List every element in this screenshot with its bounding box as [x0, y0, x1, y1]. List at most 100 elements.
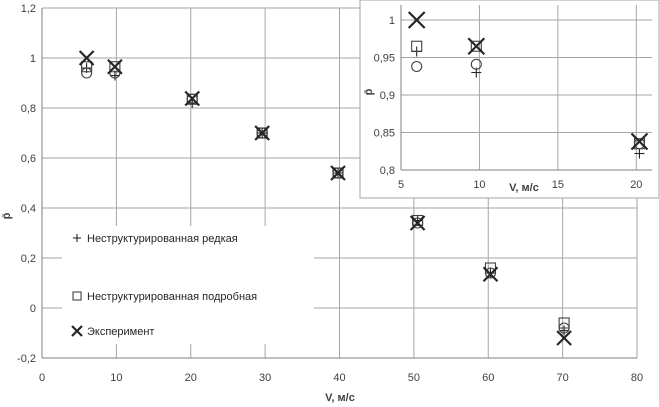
y-tick-label: 1 — [389, 15, 395, 27]
legend-background — [62, 226, 314, 344]
y-tick-label: 0,6 — [21, 153, 36, 165]
x-stroke-2 — [107, 58, 123, 75]
x-tick-label: 30 — [259, 372, 271, 384]
legend-label: Неструктурированная редкая — [87, 233, 238, 245]
x-tick-label: 10 — [110, 372, 122, 384]
data-point-x — [107, 58, 123, 75]
inset-chart: 5 10 15 20 0,8 0,85 0,9 0,95 1 V, м/с p̄ — [359, 0, 659, 199]
legend: Неструктурированная редкая Неструктуриров… — [62, 226, 314, 344]
data-point-circle — [186, 93, 198, 105]
x-stroke-2 — [71, 325, 83, 337]
main-y-axis-label: p̄ — [1, 212, 13, 219]
data-point-x — [330, 165, 346, 181]
x-stroke-2 — [409, 215, 426, 231]
x-stroke-2 — [556, 330, 572, 346]
x-tick-label: 80 — [631, 372, 643, 384]
legend-label: Неструктурированная подробная — [87, 291, 257, 303]
data-point-x — [407, 11, 426, 29]
data-point-x — [467, 37, 486, 56]
x-stroke-2 — [407, 11, 426, 29]
x-tick-label: 20 — [185, 372, 197, 384]
square-shape — [412, 214, 424, 227]
x-tick-label: 20 — [630, 179, 642, 191]
data-point-square — [412, 214, 424, 227]
y-tick-label: 0,8 — [380, 165, 395, 177]
y-tick-label: 0 — [30, 303, 36, 315]
data-point-circle — [256, 127, 268, 139]
data-point-square — [558, 317, 570, 329]
inset-axes — [400, 5, 652, 171]
data-point-circle — [412, 217, 424, 229]
data-point-x — [78, 50, 95, 66]
square-shape — [72, 291, 82, 301]
data-point-x — [409, 215, 426, 231]
data-point-square — [109, 61, 121, 73]
y-tick-label: 0,9 — [380, 90, 395, 102]
x-tick-label: 70 — [557, 372, 569, 384]
data-point-square — [81, 61, 93, 73]
data-point-x — [482, 266, 499, 283]
data-point-circle — [470, 58, 482, 70]
main-x-axis-label: V, м/с — [325, 392, 355, 404]
square-shape — [109, 61, 121, 73]
x-tick-label: 60 — [482, 372, 494, 384]
data-point-square — [470, 40, 482, 52]
square-shape — [470, 40, 482, 52]
circle-shape — [256, 127, 268, 139]
y-tick-label: 1,2 — [21, 3, 36, 15]
x-tick-label: 10 — [473, 179, 485, 191]
legend-marker-x — [71, 325, 83, 337]
legend-label: Эксперимент — [87, 326, 154, 338]
x-stroke-2 — [78, 50, 95, 66]
data-point-plus — [634, 148, 645, 159]
data-point-x — [184, 90, 201, 107]
circle-shape — [412, 217, 424, 229]
y-tick-label: 0,2 — [21, 253, 36, 265]
data-point-square — [411, 40, 423, 52]
x-stroke-2 — [630, 132, 649, 151]
legend-marker-square — [72, 291, 82, 301]
circle-shape — [411, 60, 423, 73]
inset-y-axis-label: p̄ — [363, 88, 375, 95]
x-tick-label: 5 — [398, 179, 404, 191]
data-point-x — [556, 330, 572, 346]
data-point-circle — [332, 167, 344, 179]
x-stroke-2 — [254, 125, 270, 141]
x-stroke-2 — [184, 90, 201, 107]
square-shape — [558, 317, 570, 329]
data-point-x — [254, 125, 270, 141]
circle-shape — [633, 138, 646, 150]
circle-shape — [484, 267, 497, 279]
square-shape — [411, 40, 423, 52]
x-tick-label: 50 — [408, 372, 420, 384]
x-tick-label: 15 — [552, 179, 564, 191]
inset-data-points — [407, 11, 649, 159]
circle-shape — [470, 58, 482, 70]
data-point-plus — [559, 325, 570, 336]
main-axes — [41, 8, 637, 359]
circle-shape — [558, 322, 570, 334]
y-tick-label: 0,8 — [21, 103, 36, 115]
y-tick-label: 1 — [30, 53, 36, 65]
data-point-circle — [484, 267, 497, 279]
x-stroke-2 — [467, 37, 486, 56]
x-stroke-2 — [330, 165, 346, 181]
x-stroke-2 — [482, 266, 499, 283]
y-tick-label: 0,4 — [21, 203, 36, 215]
y-tick-label: 0,85 — [374, 128, 395, 140]
x-tick-label: 0 — [39, 372, 45, 384]
circle-shape — [186, 93, 198, 105]
data-point-circle — [81, 67, 93, 79]
inset-tick-labels: 5 10 15 20 0,8 0,85 0,9 0,95 1 — [374, 15, 643, 191]
data-point-x — [630, 132, 649, 151]
main-tick-labels: 0 10 20 30 40 50 60 70 80-0,200,20,40,60,811,2 — [17, 3, 643, 384]
inset-x-axis-label: V, м/с — [509, 182, 539, 194]
data-point-circle — [411, 60, 423, 73]
main-data-points — [78, 50, 572, 346]
inset-background — [359, 0, 659, 199]
circle-shape — [81, 67, 93, 79]
legend-marker-plus — [73, 234, 81, 242]
y-tick-label: -0,2 — [17, 353, 36, 365]
data-point-circle — [558, 322, 570, 334]
